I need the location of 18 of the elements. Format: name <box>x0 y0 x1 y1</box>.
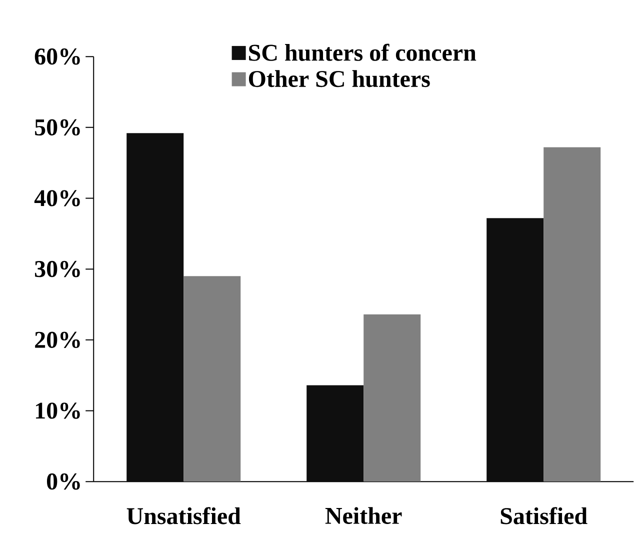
bar <box>544 147 601 482</box>
x-tick-label: Satisfied <box>500 507 588 524</box>
y-tick-label: 0% <box>46 473 80 490</box>
y-tick-label: 10% <box>36 402 80 419</box>
y-tick-label: 30% <box>34 260 80 278</box>
legend-label: Other SC hunters <box>248 70 430 88</box>
y-tick-label: 40% <box>34 190 80 206</box>
bar <box>306 385 364 482</box>
legend-label: SC hunters of concern <box>249 44 476 61</box>
bar <box>184 276 241 482</box>
bar <box>126 133 184 482</box>
bar <box>486 218 544 482</box>
bar <box>364 314 421 482</box>
y-tick-label: 60% <box>34 48 80 65</box>
x-tick-label: Unsatisfied <box>126 507 241 524</box>
y-tick-label: 20% <box>35 332 80 348</box>
y-tick-label: 50% <box>35 119 80 136</box>
x-tick-label: Neither <box>325 507 402 524</box>
